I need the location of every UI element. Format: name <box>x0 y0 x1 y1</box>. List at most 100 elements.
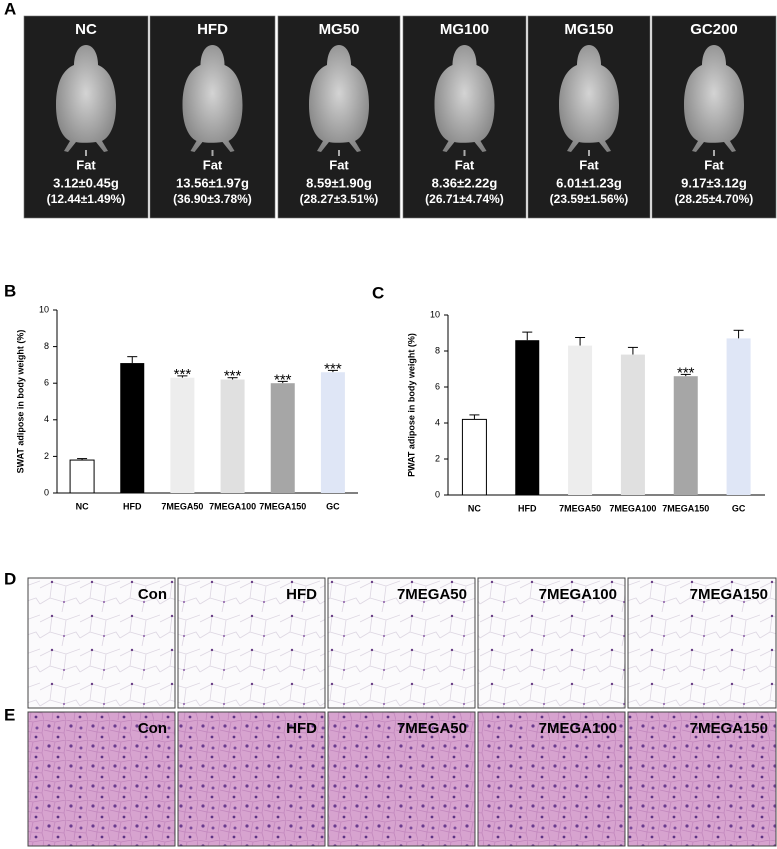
y-tick-label: 8 <box>44 341 49 351</box>
section-label: 7MEGA100 <box>539 586 617 603</box>
x-tick-label: NC <box>76 501 89 511</box>
x-tick-label: HFD <box>123 501 142 511</box>
fat-label: Fat <box>76 157 96 172</box>
y-tick-label: 4 <box>435 417 440 427</box>
section-label: HFD <box>286 720 317 737</box>
section-label: 7MEGA100 <box>539 720 617 737</box>
panel-label: A <box>4 0 16 18</box>
fat-label: Fat <box>329 157 349 172</box>
adipose-section <box>27 577 176 709</box>
bar <box>69 459 95 494</box>
fat-percent: (28.27±3.51%) <box>300 192 379 206</box>
bar <box>320 372 345 493</box>
fat-label: Fat <box>704 157 724 172</box>
content: A B C D E NC Fat 3.12±0.45g (12.44±1.49%) HFD Fat 1… <box>4 0 777 847</box>
y-tick-label: 2 <box>44 451 49 461</box>
x-tick-label: 7MEGA150 <box>662 503 709 513</box>
liver-section <box>327 711 476 847</box>
panel-label: C <box>372 283 384 302</box>
fat-mass: 6.01±1.23g <box>556 175 622 190</box>
y-tick-label: 0 <box>44 487 49 497</box>
adipose-section <box>327 577 476 709</box>
group-title: NC <box>75 21 97 38</box>
x-tick-label: 7MEGA100 <box>609 503 656 513</box>
fat-mass: 9.17±3.12g <box>681 175 747 190</box>
panel-label: E <box>4 705 15 724</box>
section-label: 7MEGA50 <box>397 586 467 603</box>
x-tick-label: 7MEGA50 <box>161 501 203 511</box>
fat-label: Fat <box>203 157 223 172</box>
significance: *** <box>174 366 192 383</box>
bar <box>726 338 751 495</box>
adipose-section <box>477 577 626 709</box>
liver-section <box>27 711 176 847</box>
mouse-xray <box>182 45 243 152</box>
section-label: 7MEGA50 <box>397 720 467 737</box>
significance: *** <box>274 371 292 388</box>
bar <box>220 379 245 493</box>
group-title: GC200 <box>690 21 738 38</box>
significance: *** <box>677 364 695 381</box>
group-title: HFD <box>197 21 228 38</box>
group-title: MG150 <box>564 21 613 38</box>
y-tick-label: 8 <box>435 345 440 355</box>
fat-label: Fat <box>579 157 599 172</box>
fat-mass: 13.56±1.97g <box>176 175 249 190</box>
significance: *** <box>324 360 342 377</box>
liver-section <box>177 711 326 847</box>
mouse-xray <box>56 45 116 152</box>
y-axis-label: PWAT adipose in body weight (%) <box>406 333 416 477</box>
adipose-section <box>177 577 326 709</box>
x-tick-label: 7MEGA150 <box>259 501 306 511</box>
x-tick-label: GC <box>326 501 340 511</box>
section-label: 7MEGA150 <box>690 586 768 603</box>
y-tick-label: 0 <box>435 489 440 499</box>
y-tick-label: 4 <box>44 414 49 424</box>
liver-section <box>477 711 626 847</box>
mouse-xray <box>559 45 619 152</box>
fat-percent: (23.59±1.56%) <box>550 192 629 206</box>
mouse-xray <box>684 45 744 152</box>
bar <box>620 354 645 495</box>
bar <box>515 340 540 495</box>
section-label: HFD <box>286 586 317 603</box>
x-tick-label: NC <box>468 503 481 513</box>
fat-percent: (28.25±4.70%) <box>675 192 754 206</box>
bar <box>120 363 145 493</box>
fat-label: Fat <box>455 157 475 172</box>
bar <box>461 418 487 496</box>
mouse-xray <box>309 45 369 152</box>
x-tick-label: 7MEGA100 <box>209 501 256 511</box>
mouse-xray <box>434 45 495 152</box>
adipose-section <box>627 577 777 709</box>
significance: *** <box>224 368 242 385</box>
fat-percent: (36.90±3.78%) <box>173 192 252 206</box>
y-tick-label: 2 <box>435 453 440 463</box>
y-tick-label: 6 <box>44 378 49 388</box>
y-tick-label: 6 <box>435 381 440 391</box>
bar <box>170 377 195 493</box>
section-label: Con <box>138 586 167 603</box>
panel-label: D <box>4 569 16 588</box>
section-label: Con <box>138 720 167 737</box>
liver-section <box>627 711 777 847</box>
group-title: MG50 <box>319 21 360 38</box>
group-title: MG100 <box>440 21 489 38</box>
x-tick-label: 7MEGA50 <box>559 503 601 513</box>
fat-mass: 3.12±0.45g <box>53 175 119 190</box>
fat-mass: 8.36±2.22g <box>432 175 498 190</box>
fat-mass: 8.59±1.90g <box>306 175 372 190</box>
y-tick-label: 10 <box>430 309 440 319</box>
y-tick-label: 10 <box>39 304 49 314</box>
fat-percent: (12.44±1.49%) <box>47 192 126 206</box>
section-label: 7MEGA150 <box>690 720 768 737</box>
bar <box>568 345 593 495</box>
panel-label: B <box>4 281 16 300</box>
fat-percent: (26.71±4.74%) <box>425 192 504 206</box>
y-axis-label: SWAT adipose in body weight (%) <box>15 330 25 474</box>
bar <box>270 383 295 493</box>
x-tick-label: HFD <box>518 503 537 513</box>
x-tick-label: GC <box>732 503 746 513</box>
bar <box>673 376 698 495</box>
